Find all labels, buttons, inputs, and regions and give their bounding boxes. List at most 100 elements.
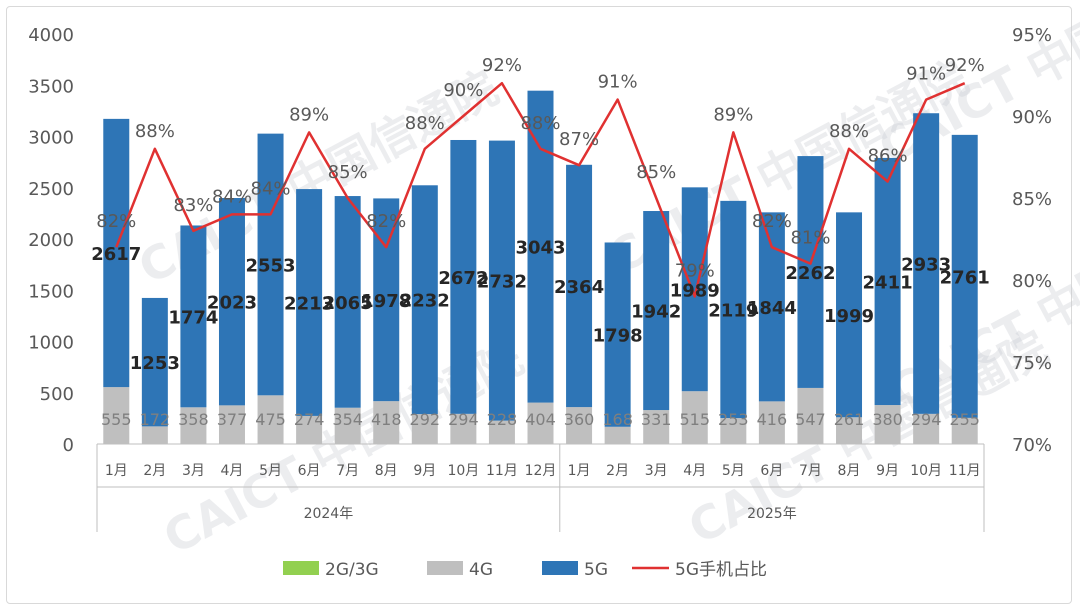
data-label-5g: 2411 [863,272,913,293]
data-label-5g: 2023 [207,293,257,314]
bar-5g [296,189,323,416]
bar-4g [296,415,323,444]
data-label-5g: 2732 [477,272,527,293]
bar-4g [527,402,554,444]
data-label-share: 82% [366,211,406,232]
data-label-5g: 2364 [554,277,604,298]
bar-4g [681,391,708,444]
data-label-4g: 331 [641,410,672,429]
x-tick-label: 2月 [606,463,629,479]
data-label-4g: 354 [332,410,363,429]
y-right-tick-label: 85% [1012,189,1052,210]
data-label-share: 87% [559,129,599,150]
x-tick-label: 2月 [143,463,166,479]
data-label-share: 91% [598,72,638,93]
data-label-5g: 2761 [940,267,990,288]
x-tick-label: 9月 [413,463,436,479]
y-left-tick-label: 3000 [28,128,74,149]
x-tick-label: 6月 [298,463,321,479]
data-label-4g: 168 [602,410,633,429]
data-label-5g: 2232 [400,291,450,312]
data-label-share: 85% [328,162,368,183]
bar-4g [488,420,515,444]
bar-4g [836,417,863,444]
data-label-5g: 2933 [901,255,951,276]
bar-5g [566,164,593,408]
data-label-5g: 1253 [130,353,180,374]
bar-5g [450,139,477,414]
data-label-4g: 292 [410,410,441,429]
legend-label-2g3g: 2G/3G [325,560,379,580]
bar-5g [836,212,863,418]
bar-4g [373,401,400,444]
bar-5g [604,242,631,427]
bar-5g [103,118,130,388]
data-label-4g: 418 [371,410,402,429]
x-tick-label: 8月 [838,463,861,479]
data-label-5g: 2119 [708,300,758,321]
x-tick-label: 4月 [221,463,244,479]
data-label-share: 82% [96,211,136,232]
x-tick-label: 11月 [486,463,518,479]
bar-4g [450,413,477,444]
x-tick-label: 3月 [182,463,205,479]
bar-5g [488,140,515,421]
legend-label-5g-share: 5G手机占比 [675,560,767,580]
legend-label-4g: 4G [469,560,493,580]
data-label-4g: 294 [911,410,942,429]
data-label-share: 90% [443,80,483,101]
data-label-share: 84% [251,178,291,199]
legend-swatch-2g3g [283,561,319,575]
data-label-4g: 261 [834,410,865,429]
x-tick-label: 8月 [375,463,398,479]
y-left-tick-label: 4000 [28,25,74,46]
x-tick-label: 7月 [336,463,359,479]
bar-5g [257,133,284,396]
x-tick-label: 10月 [447,463,479,479]
data-label-4g: 380 [872,410,903,429]
bar-5g [411,185,438,415]
y-right-tick-label: 75% [1012,353,1052,374]
data-label-5g: 3043 [515,238,565,259]
x-tick-label: 3月 [645,463,668,479]
y-left-tick-label: 2500 [28,179,74,200]
x-tick-label: 4月 [683,463,706,479]
data-label-5g: 2553 [245,255,295,276]
bar-4g [257,395,284,444]
data-label-5g: 2213 [284,293,334,314]
bar-4g [797,387,824,444]
bar-5g [913,113,940,414]
data-label-5g: 1999 [824,306,874,327]
data-label-5g: 1978 [361,291,411,312]
bar-4g [566,407,593,444]
line-5g-share [115,81,966,298]
data-label-share: 81% [790,228,830,249]
y-left-tick-label: 1000 [28,333,74,354]
y-right-tick-label: 90% [1012,107,1052,128]
data-label-share: 86% [868,146,908,167]
bar-5g [334,196,361,408]
x-tick-label: 7月 [799,463,822,479]
data-label-4g: 360 [564,410,595,429]
data-label-4g: 416 [757,410,788,429]
bar-4g [874,405,901,444]
data-label-5g: 2065 [323,293,373,314]
data-label-share: 82% [752,211,792,232]
data-label-5g: 2672 [438,268,488,289]
data-label-4g: 255 [949,410,980,429]
bar-4g [218,405,245,444]
x-tick-label: 9月 [876,463,899,479]
data-label-share: 88% [829,121,869,142]
bar-5g [218,198,245,406]
bar-4g [180,407,207,444]
data-label-4g: 555 [101,410,132,429]
data-label-4g: 547 [795,410,826,429]
y-right-tick-label: 70% [1012,435,1052,456]
data-label-share: 92% [945,55,985,76]
x-tick-label: 5月 [722,463,745,479]
bar-4g [334,407,361,444]
data-label-4g: 515 [679,410,710,429]
x-tick-label: 6月 [760,463,783,479]
bar-5g [797,156,824,388]
data-label-share: 88% [520,113,560,134]
